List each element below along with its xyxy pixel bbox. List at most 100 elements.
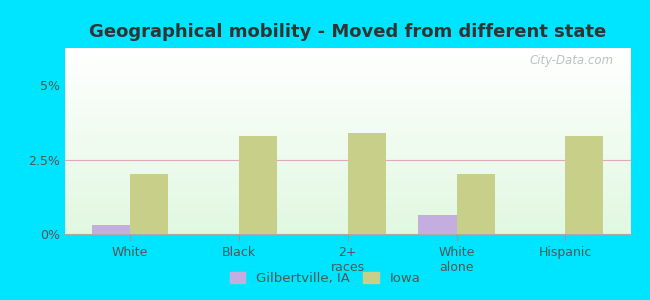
Bar [65,217,630,218]
Bar [65,193,630,194]
Bar [65,60,630,61]
Bar [65,148,630,149]
Bar [65,233,630,234]
Bar [65,110,630,111]
Bar [65,213,630,214]
Bar [65,220,630,221]
Bar [65,88,630,89]
Bar [419,215,456,234]
Bar [65,86,630,87]
Bar [65,74,630,75]
Bar [65,54,630,55]
Bar [65,143,630,144]
Bar [65,137,630,138]
Bar [65,130,630,131]
Bar [65,146,630,147]
Bar [65,184,630,185]
Bar [65,118,630,119]
Bar [65,127,630,128]
Bar [65,208,630,209]
Bar [65,50,630,51]
Bar [65,106,630,107]
Bar [65,122,630,123]
Bar [65,135,630,136]
Bar [65,49,630,50]
Bar [65,186,630,187]
Bar [65,171,630,172]
Bar [65,63,630,64]
Bar [65,117,630,118]
Bar [65,65,630,66]
Bar [65,202,630,203]
Legend: Gilbertville, IA, Iowa: Gilbertville, IA, Iowa [224,267,426,290]
Bar [65,214,630,215]
Bar [65,219,630,220]
Bar [65,188,630,189]
Bar [65,132,630,133]
Bar [65,165,630,166]
Bar [65,175,630,176]
Bar [65,77,630,78]
Bar [65,107,630,108]
Bar [65,80,630,82]
Bar [65,123,630,124]
Bar [65,99,630,100]
Bar [65,113,630,114]
Bar [65,119,630,120]
Bar [65,223,630,224]
Bar [65,66,630,67]
Bar [65,211,630,212]
Bar [65,82,630,83]
Bar [65,183,630,184]
Bar [65,82,630,83]
Bar [65,55,630,56]
Bar [65,227,630,228]
Bar [348,133,386,234]
Bar [65,108,630,110]
Bar [65,218,630,219]
Bar [65,83,630,84]
Bar [65,205,630,206]
Bar [65,160,630,161]
Bar [65,87,630,88]
Bar [65,169,630,170]
Bar [65,162,630,163]
Bar [65,101,630,102]
Bar [65,102,630,103]
Bar [65,197,630,198]
Bar [65,150,630,151]
Bar [65,158,630,159]
Bar [65,48,630,49]
Bar [65,94,630,95]
Bar [65,149,630,150]
Bar [65,154,630,155]
Bar [65,179,630,180]
Bar [65,75,630,76]
Bar [65,155,630,156]
Bar [65,69,630,70]
Bar [65,185,630,186]
Bar [65,198,630,199]
Bar [65,147,630,148]
Bar [65,59,630,60]
Bar [65,95,630,96]
Bar [65,84,630,85]
Bar [65,168,630,169]
Bar [65,153,630,154]
Bar [65,120,630,121]
Bar [65,140,630,141]
Bar [65,152,630,153]
Bar [65,97,630,98]
Bar [65,128,630,129]
Bar [65,156,630,157]
Bar [65,134,630,135]
Bar [65,126,630,127]
Bar [65,180,630,181]
Bar [65,98,630,99]
Bar [65,56,630,57]
Bar [239,136,277,234]
Bar [65,230,630,231]
Bar [65,178,630,179]
Bar [65,91,630,92]
Bar [65,133,630,134]
